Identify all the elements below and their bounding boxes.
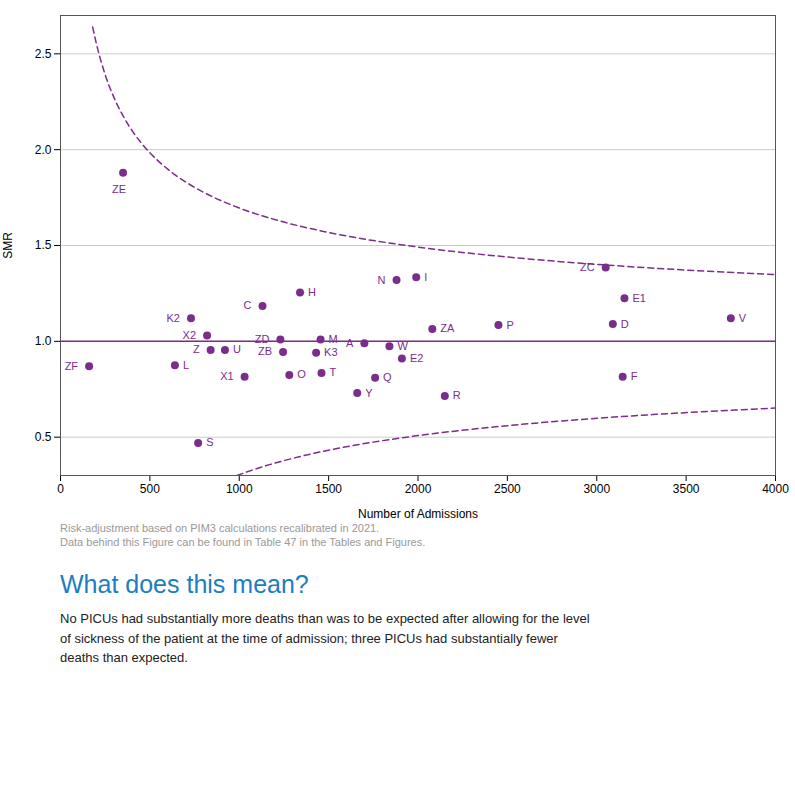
svg-text:0.5: 0.5 [35,430,52,444]
svg-text:ZC: ZC [580,261,595,273]
svg-text:A: A [346,337,354,349]
html-text:Data behind this Figure can be: Data behind this Figure can be found in … [60,536,426,548]
svg-text:2.5: 2.5 [35,47,52,61]
svg-text:0: 0 [57,482,64,496]
svg-text:F: F [631,370,638,382]
svg-text:V: V [739,312,747,324]
svg-text:L: L [183,359,189,371]
svg-text:R: R [453,389,461,401]
html-text:No PICUs had substantially mor: No PICUs had substantially more deaths t… [60,611,590,665]
svg-text:3500: 3500 [673,482,700,496]
svg-text:1.0: 1.0 [35,334,52,348]
svg-text:ZB: ZB [258,345,272,357]
svg-text:ZA: ZA [440,322,455,334]
svg-text:ZD: ZD [255,333,270,345]
svg-text:O: O [297,368,306,380]
svg-text:I: I [424,271,427,283]
svg-text:1.5: 1.5 [35,238,52,252]
svg-text:Y: Y [365,387,373,399]
svg-text:3000: 3000 [583,482,610,496]
svg-text:4000: 4000 [762,482,789,496]
svg-text:Number of Admissions: Number of Admissions [358,507,478,521]
svg-text:1000: 1000 [226,482,253,496]
svg-text:U: U [233,343,241,355]
svg-text:2.0: 2.0 [35,143,52,157]
svg-text:E2: E2 [410,352,423,364]
svg-text:D: D [621,318,629,330]
svg-text:W: W [397,340,408,352]
svg-text:X2: X2 [183,329,196,341]
svg-text:ZF: ZF [65,360,79,372]
svg-text:T: T [329,366,336,378]
svg-text:M: M [329,333,338,345]
svg-text:X1: X1 [220,370,233,382]
html-text:What does this mean?: What does this mean? [60,570,309,598]
svg-text:N: N [378,274,386,286]
svg-text:S: S [206,436,213,448]
svg-text:Q: Q [383,371,392,383]
svg-text:H: H [308,286,316,298]
svg-text:1500: 1500 [315,482,342,496]
svg-text:500: 500 [140,482,160,496]
svg-text:P: P [506,319,513,331]
svg-text:E1: E1 [632,292,645,304]
svg-text:C: C [244,299,252,311]
svg-text:2000: 2000 [405,482,432,496]
svg-text:K2: K2 [167,312,180,324]
svg-text:K3: K3 [324,346,337,358]
svg-text:SMR: SMR [1,232,15,259]
svg-text:2500: 2500 [494,482,521,496]
svg-text:Z: Z [193,343,200,355]
svg-text:ZE: ZE [112,183,126,195]
html-text:Risk-adjustment based on PIM3: Risk-adjustment based on PIM3 calculatio… [60,522,380,534]
